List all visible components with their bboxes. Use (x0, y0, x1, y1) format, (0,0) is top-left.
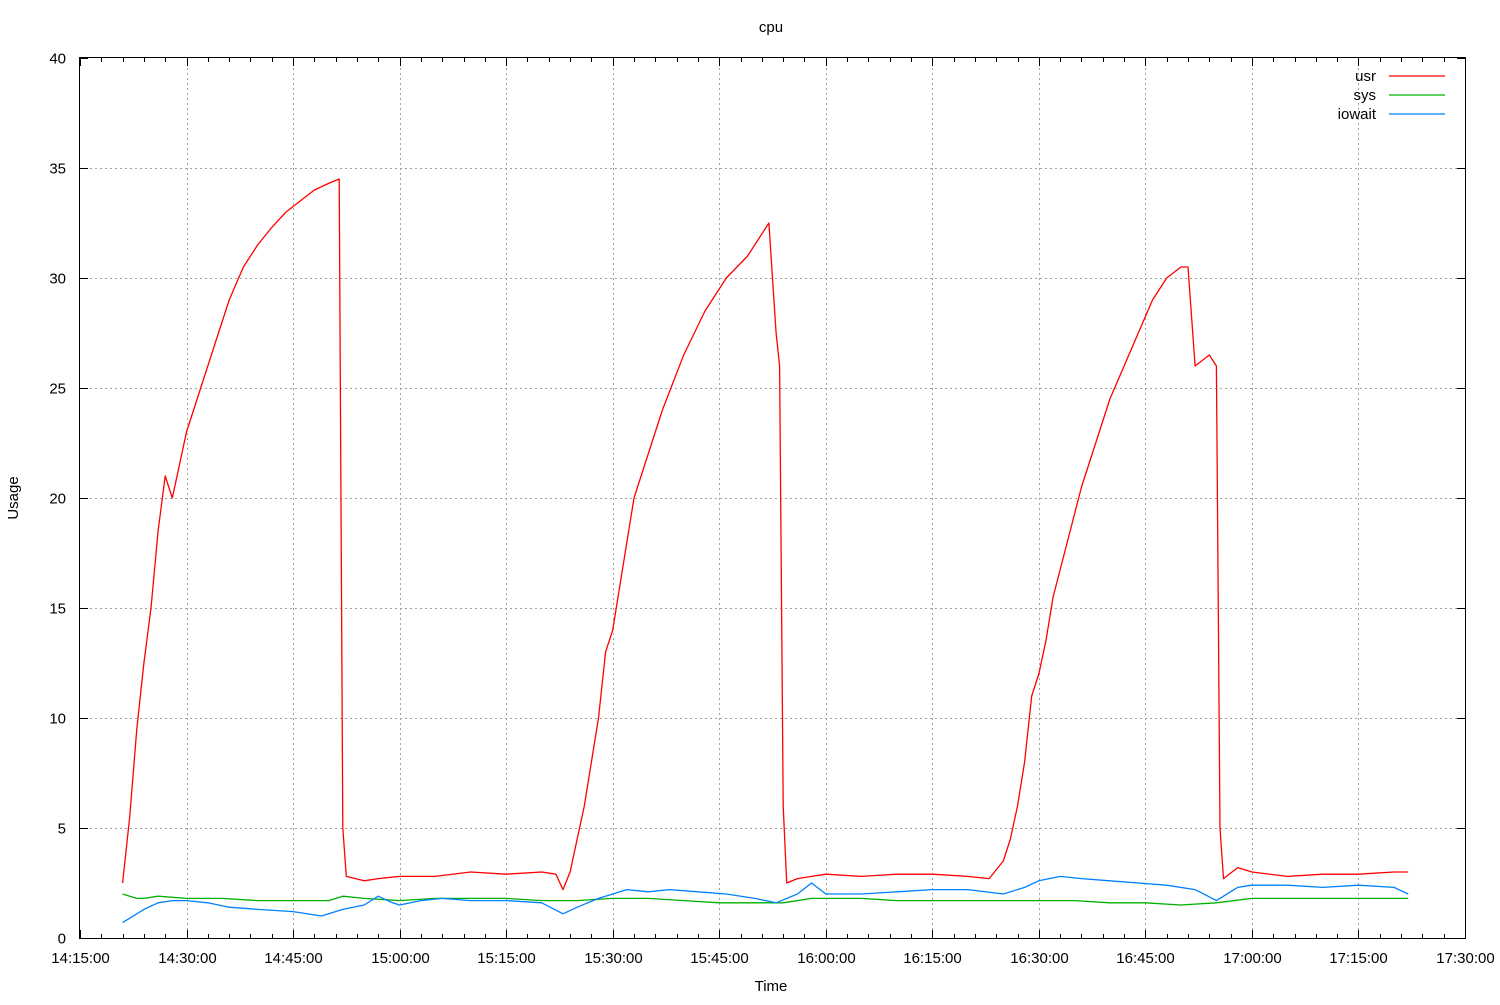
legend-label-usr: usr (1355, 68, 1376, 85)
x-axis-title: Time (755, 978, 788, 995)
legend: usr sys iowait (1338, 68, 1445, 123)
y-tick-label: 35 (49, 161, 66, 178)
x-tick-label: 15:00:00 (371, 950, 429, 967)
series-line-usr (121, 178, 1409, 891)
series-line-iowait (122, 875, 1409, 924)
x-tick-label: 15:45:00 (690, 950, 748, 967)
chart-title: cpu (759, 19, 783, 36)
series-lines (121, 178, 1409, 924)
x-tick-label: 16:00:00 (797, 950, 855, 967)
x-tick-label: 14:30:00 (158, 950, 216, 967)
y-tick-label: 30 (49, 271, 66, 288)
y-tick-label: 20 (49, 491, 66, 508)
y-tick-label: 40 (49, 51, 66, 68)
y-axis-ticks: 0 5 10 15 20 25 30 35 40 (49, 51, 1465, 948)
y-tick-label: 0 (58, 931, 66, 948)
legend-label-iowait: iowait (1338, 106, 1377, 123)
series-line-sys (122, 893, 1409, 906)
x-tick-label: 17:00:00 (1223, 950, 1281, 967)
y-tick-label: 10 (49, 711, 66, 728)
x-tick-label: 16:30:00 (1010, 950, 1068, 967)
x-tick-label: 16:15:00 (903, 950, 961, 967)
x-tick-label: 14:15:00 (51, 950, 109, 967)
y-tick-label: 25 (49, 381, 66, 398)
x-tick-label: 17:30:00 (1436, 950, 1494, 967)
x-tick-label: 17:15:00 (1329, 950, 1387, 967)
x-tick-label: 16:45:00 (1116, 950, 1174, 967)
x-tick-label: 15:15:00 (477, 950, 535, 967)
x-tick-label: 15:30:00 (584, 950, 642, 967)
grid (80, 58, 1465, 938)
legend-label-sys: sys (1354, 87, 1377, 104)
y-tick-label: 15 (49, 601, 66, 618)
y-axis-title: Usage (5, 476, 22, 519)
plot-frame (79, 57, 1466, 939)
x-axis-ticks: 14:15:00 14:30:00 14:45:00 15:00:00 15:15:00… (51, 58, 1495, 967)
y-tick-label: 5 (58, 821, 66, 838)
x-tick-label: 14:45:00 (264, 950, 322, 967)
